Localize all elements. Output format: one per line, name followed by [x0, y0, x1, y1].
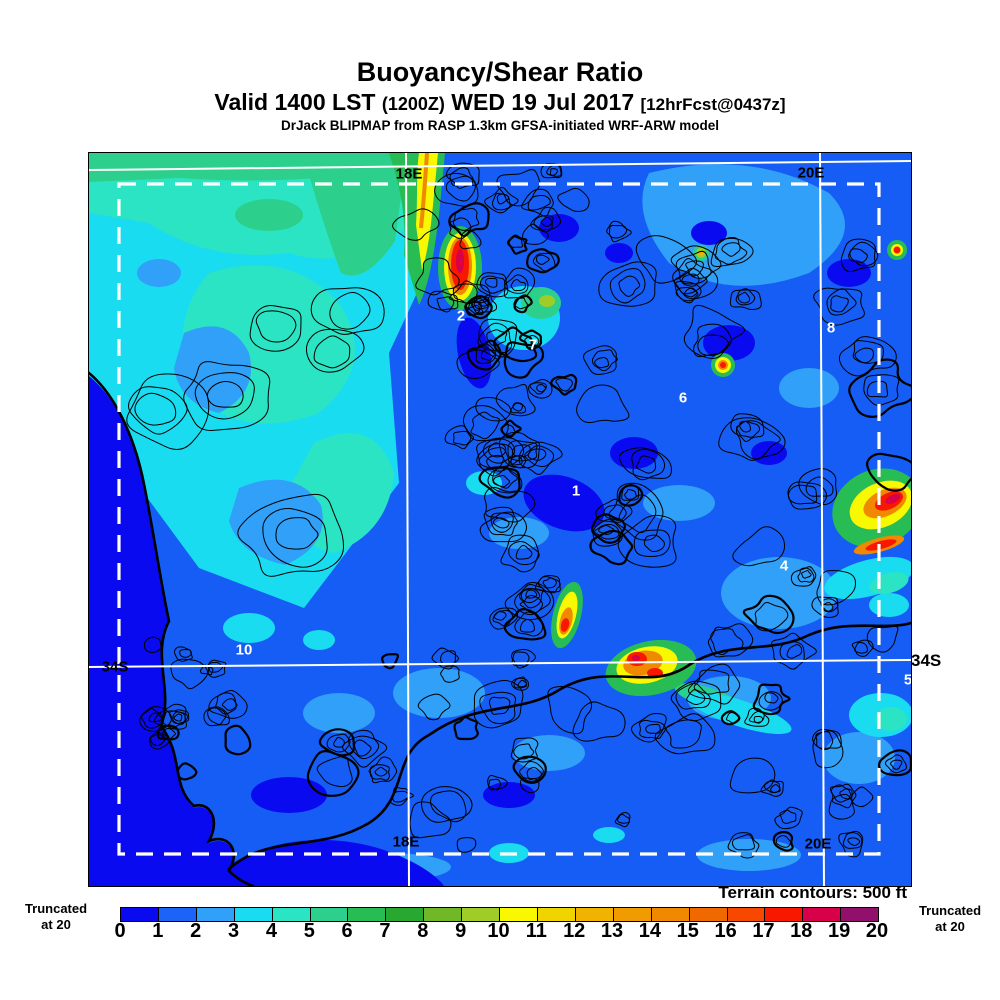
truncated-word: Truncated	[24, 901, 88, 916]
region-number-5: 5	[903, 671, 912, 689]
scale-tick-12: 12	[563, 920, 586, 942]
color-scale-segment-5	[309, 908, 348, 921]
valid-time: Valid 1400 LST	[214, 89, 376, 116]
color-scale-segment-16	[726, 908, 765, 921]
graticule-label-34s-4: 34S	[101, 658, 129, 676]
truncated-note-left: Truncated at 20	[8, 901, 104, 932]
scale-tick-4: 4	[265, 920, 277, 942]
color-scale-segment-2	[195, 908, 234, 921]
color-scale-segment-17	[764, 908, 803, 921]
scale-tick-9: 9	[455, 920, 467, 942]
scale-tick-10: 10	[487, 920, 510, 942]
color-scale-bar	[120, 907, 879, 922]
forecast-run-info: [12hrFcst@0437z]	[640, 95, 786, 115]
color-scale-segment-6	[347, 908, 386, 921]
truncated-note-right: Truncated at 20	[902, 903, 998, 934]
color-scale-segment-15	[688, 908, 727, 921]
map-canvas	[89, 153, 911, 886]
truncated-value: at 20	[41, 916, 71, 932]
scale-tick-20: 20	[865, 920, 889, 942]
color-scale-segment-13	[612, 908, 651, 921]
color-scale-segment-11	[536, 908, 575, 921]
graticule-label-20e-1: 20E	[797, 164, 825, 182]
scale-tick-15: 15	[676, 920, 699, 942]
color-scale-segment-9	[461, 908, 500, 921]
scale-tick-2: 2	[190, 920, 202, 942]
region-number-8: 8	[826, 319, 836, 337]
region-number-7: 7	[528, 336, 538, 354]
graticule-label-20e-3: 20E	[804, 835, 832, 853]
truncated-word: Truncated	[918, 903, 982, 918]
color-scale-segment-10	[499, 908, 537, 921]
graticule-label-18e-0: 18E	[395, 165, 423, 183]
scale-tick-7: 7	[379, 920, 391, 942]
graticule-label-18e-2: 18E	[392, 833, 420, 851]
scale-tick-1: 1	[152, 920, 164, 942]
scale-tick-14: 14	[638, 920, 662, 942]
region-number-4: 4	[779, 557, 789, 575]
valid-time-utc: (1200Z)	[381, 94, 445, 115]
color-scale-segment-0	[121, 908, 158, 921]
region-number-6: 6	[678, 389, 688, 407]
color-scale-segment-3	[233, 908, 272, 921]
scale-tick-16: 16	[714, 920, 737, 942]
model-info-line: DrJack BLIPMAP from RASP 1.3km GFSA-init…	[280, 117, 720, 133]
color-scale-segment-18	[802, 908, 841, 921]
region-number-10: 10	[235, 641, 253, 659]
color-scale-segment-19	[840, 908, 879, 921]
color-scale-segment-7	[385, 908, 424, 921]
scale-tick-18: 18	[790, 920, 813, 942]
scale-tick-0: 0	[114, 920, 126, 942]
latitude-label-right: 34S	[911, 651, 942, 670]
color-scale-ticks: 0 1 2 3 4 5 6 7 8 9 10 11 12 13 14 15 16 17 18 19 20	[114, 920, 888, 944]
color-scale-segment-12	[574, 908, 613, 921]
scale-tick-3: 3	[227, 920, 240, 942]
forecast-map: 18E 20E 18E 20E 34S 1 2 4 5 6 7 8 10	[88, 152, 912, 887]
page-title: Buoyancy/Shear Ratio	[356, 57, 644, 87]
header: Buoyancy/Shear Ratio Valid 1400 LST (120…	[0, 57, 1000, 133]
region-number-2: 2	[456, 307, 466, 325]
valid-date: WED 19 Jul 2017	[451, 89, 635, 116]
scale-tick-17: 17	[752, 920, 775, 942]
terrain-contours-note: Terrain contours: 500 ft	[718, 883, 907, 902]
color-scale-segment-8	[423, 908, 462, 921]
scale-tick-8: 8	[417, 920, 429, 942]
scale-tick-13: 13	[600, 920, 624, 942]
scale-tick-19: 19	[828, 920, 851, 942]
map-label-overlay: 18E 20E 18E 20E 34S 1 2 4 5 6 7 8 10	[89, 153, 911, 886]
scale-tick-11: 11	[525, 920, 547, 942]
color-scale-segment-1	[157, 908, 196, 921]
color-scale-segment-14	[650, 908, 689, 921]
region-number-1: 1	[571, 482, 581, 500]
truncated-value: at 20	[935, 918, 965, 934]
valid-time-line: Valid 1400 LST (1200Z) WED 19 Jul 2017 […	[0, 89, 1000, 116]
scale-tick-5: 5	[303, 920, 315, 942]
scale-tick-6: 6	[341, 920, 353, 942]
color-scale-segment-4	[271, 908, 310, 921]
